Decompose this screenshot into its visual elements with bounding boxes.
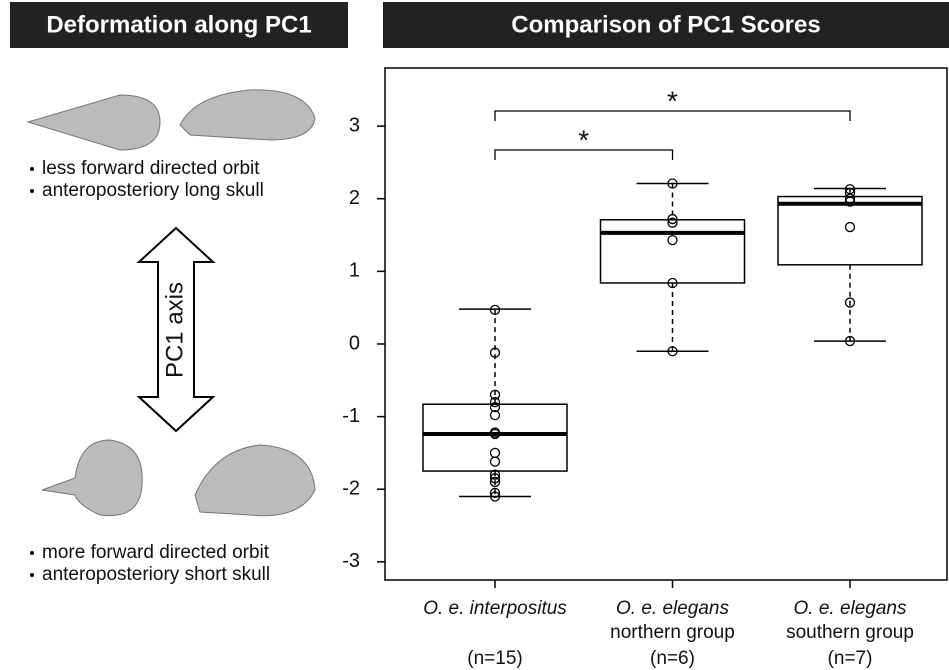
category-label: O. e. elegans: [793, 598, 907, 619]
point: [846, 223, 855, 232]
skull-top-dorsal: [28, 95, 160, 150]
page: {"left_panel": {"title": "Deformation al…: [0, 0, 949, 670]
left-title: Deformation along PC1: [46, 11, 311, 38]
significance-label: *: [578, 124, 589, 155]
y-tick-label: 1: [349, 260, 360, 282]
bullet: [30, 189, 34, 193]
bullet: [30, 551, 34, 555]
skull-bottom-lateral: [195, 445, 315, 516]
figure: Deformation along PC1 Comparison of PC1 …: [0, 0, 949, 670]
skull-top-lateral: [180, 90, 315, 140]
box: [778, 197, 922, 265]
y-tick-label: -3: [342, 550, 360, 572]
significance-label: *: [667, 85, 678, 116]
axis-label: PC1 axis: [161, 282, 188, 378]
point: [491, 448, 500, 457]
y-tick-label: -1: [342, 405, 360, 427]
sample-size: (n=15): [467, 648, 522, 669]
bullet: [30, 167, 34, 171]
note: more forward directed orbit: [42, 542, 270, 563]
y-tick-label: -2: [342, 478, 360, 500]
chart-title: Comparison of PC1 Scores: [511, 11, 820, 38]
category-sublabel: northern group: [610, 622, 735, 643]
sample-size: (n=7): [828, 648, 873, 669]
note: anteroposteriory short skull: [42, 564, 270, 585]
plot-frame: [385, 68, 947, 580]
point: [491, 457, 500, 466]
y-tick-label: 2: [349, 187, 360, 209]
note: less forward directed orbit: [42, 158, 260, 179]
category-sublabel: southern group: [786, 622, 914, 643]
bullet: [30, 573, 34, 577]
y-tick-label: 3: [349, 114, 360, 136]
skull-bottom-dorsal: [42, 440, 142, 516]
category-label: O. e. interpositus: [423, 598, 567, 619]
sample-size: (n=6): [650, 648, 695, 669]
point: [668, 236, 677, 245]
note: anteroposteriory long skull: [42, 180, 264, 201]
box: [601, 220, 745, 283]
y-tick-label: 0: [349, 332, 360, 354]
category-label: O. e. elegans: [616, 598, 730, 619]
